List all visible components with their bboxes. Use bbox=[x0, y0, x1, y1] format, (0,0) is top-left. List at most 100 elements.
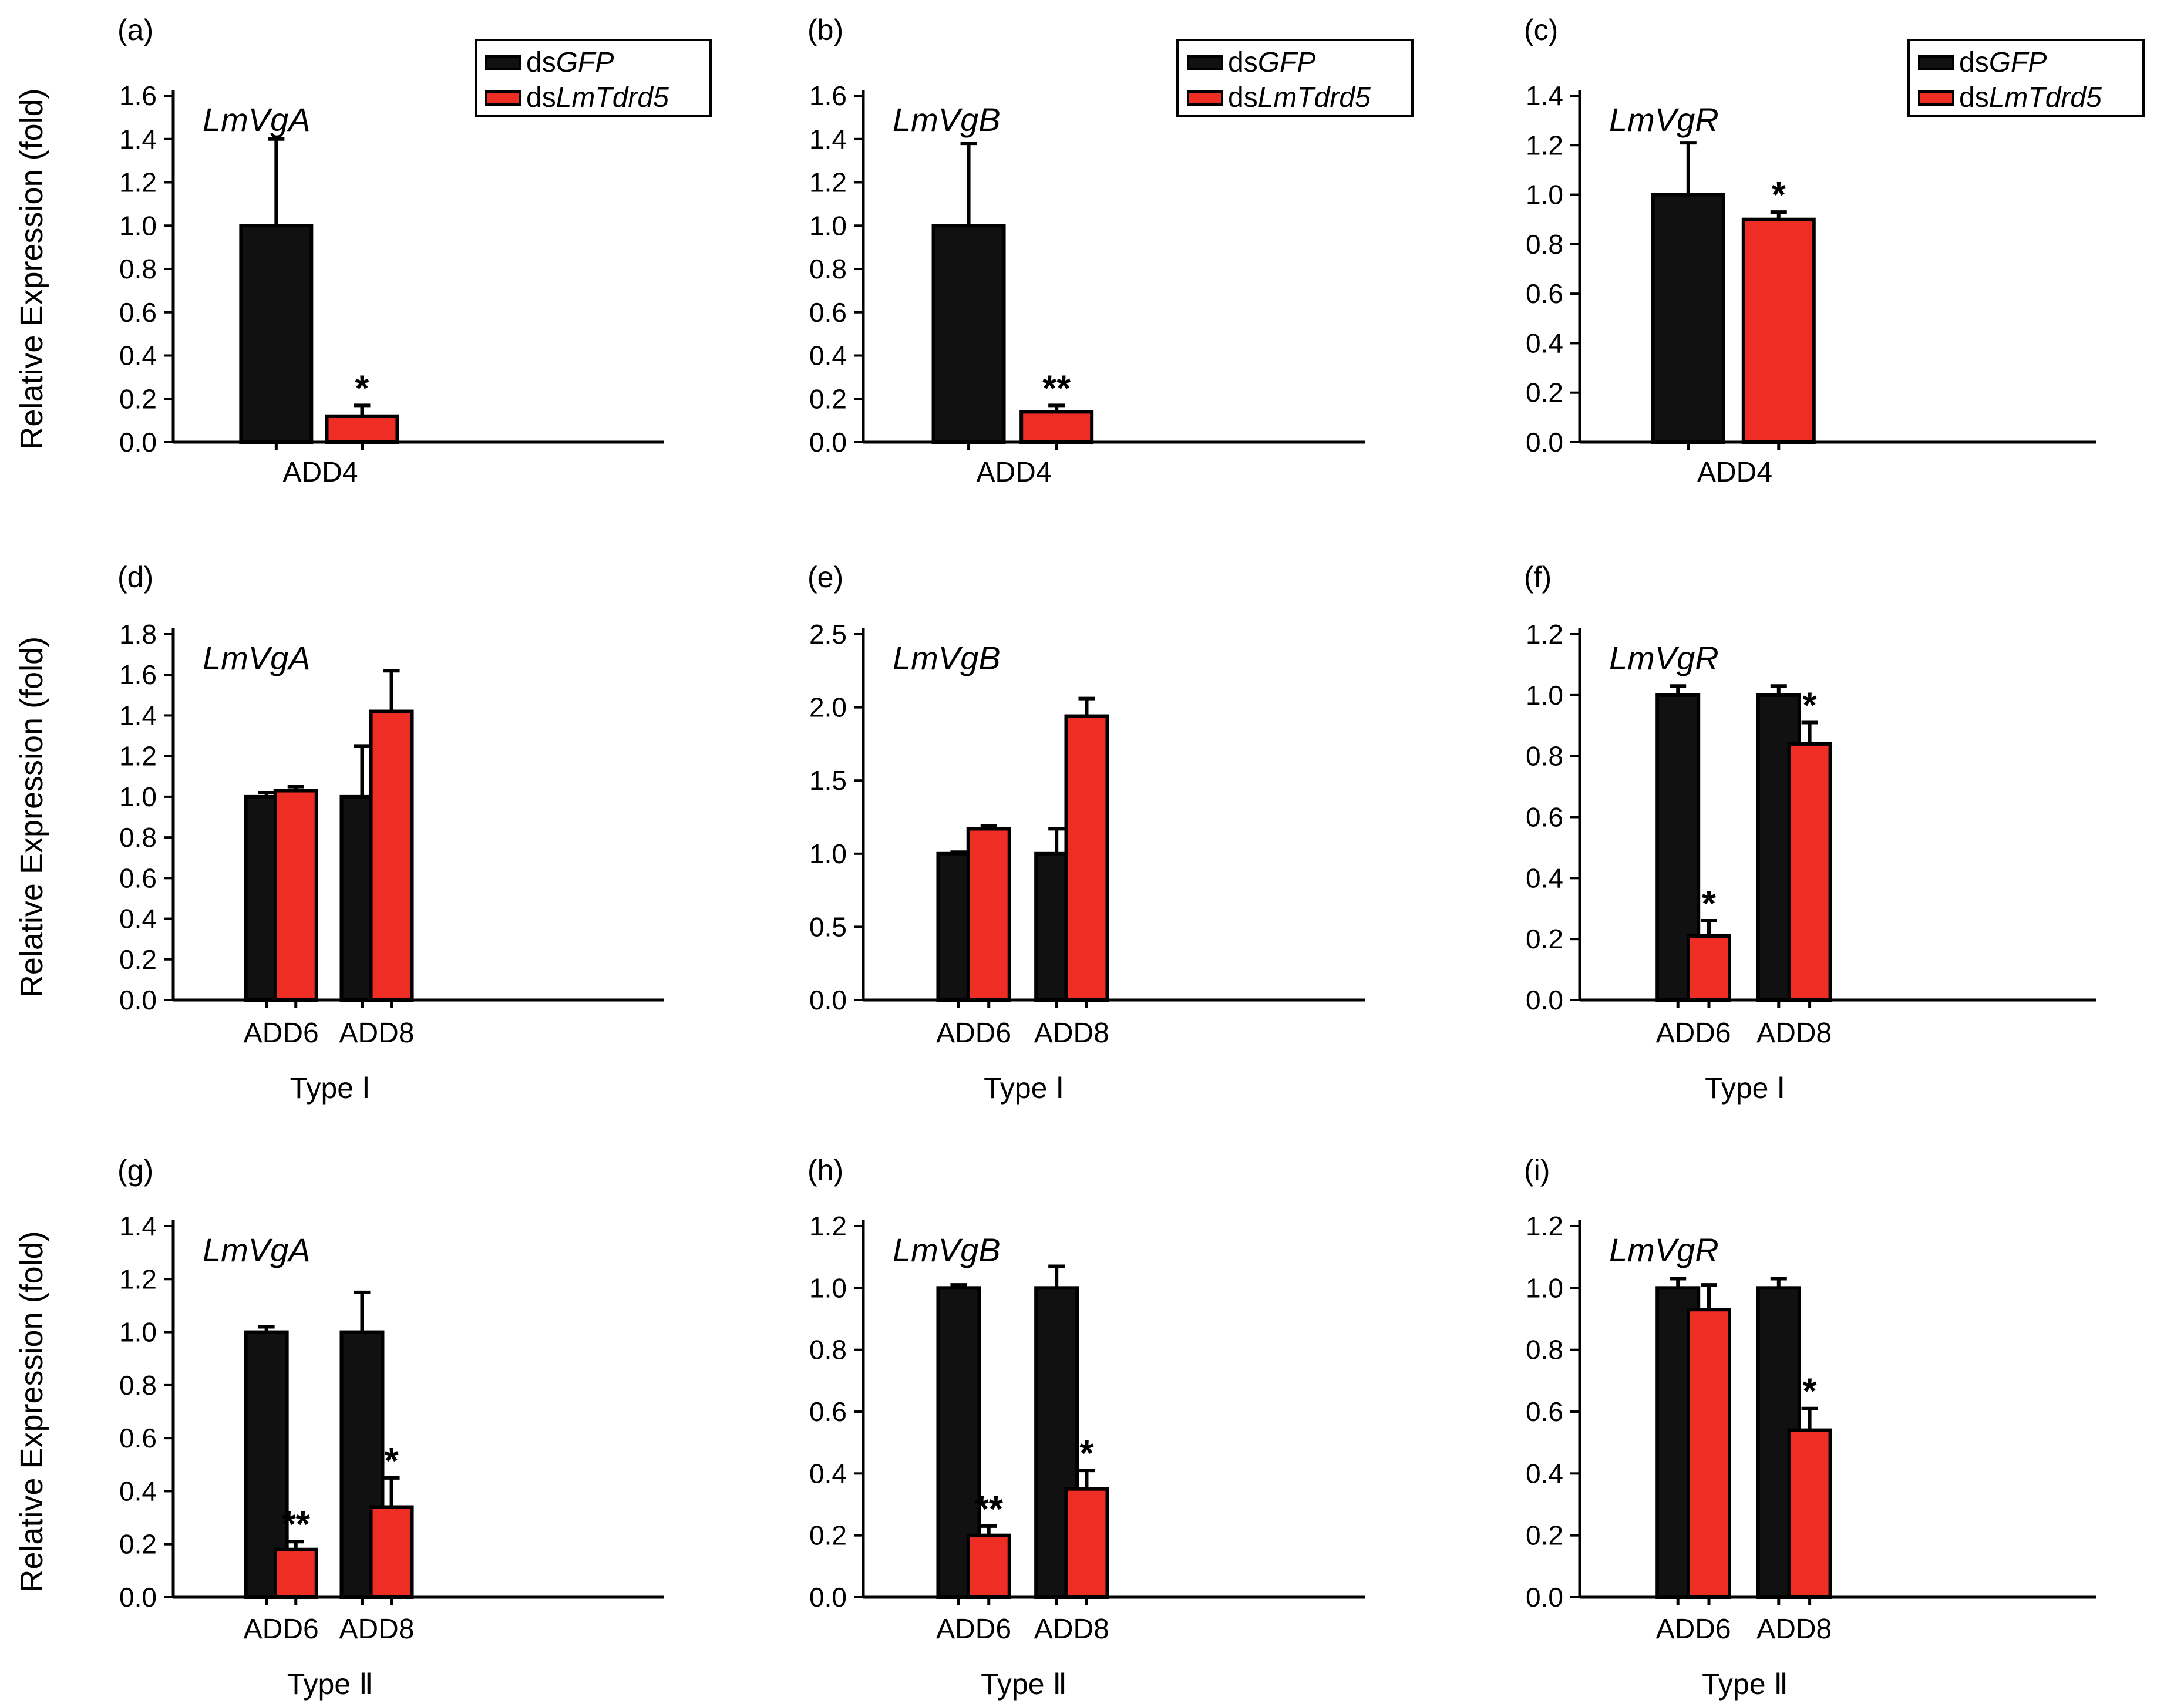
legend-entry: dsLmTdrd5 bbox=[1228, 82, 1371, 113]
y-tick-label: 0.2 bbox=[809, 383, 847, 414]
legend-prefix: ds bbox=[526, 47, 556, 78]
y-tick-label: 0.0 bbox=[1526, 427, 1563, 457]
y-tick-label: 0.8 bbox=[119, 254, 157, 284]
y-tick-label: 0.0 bbox=[1526, 1582, 1563, 1612]
y-tick-label: 0.4 bbox=[1526, 1458, 1563, 1489]
y-tick-label: 1.6 bbox=[119, 659, 157, 690]
significance-mark: * bbox=[1772, 175, 1786, 216]
y-tick-label: 0.2 bbox=[119, 1529, 157, 1560]
y-tick-label: 0.6 bbox=[1526, 1396, 1563, 1427]
significance-mark: * bbox=[1702, 884, 1717, 924]
y-tick-label: 0.4 bbox=[809, 341, 847, 371]
y-tick-label: 1.4 bbox=[1526, 80, 1563, 111]
y-axis-label: Relative Expression (fold) bbox=[14, 88, 49, 449]
legend-prefix: ds bbox=[1228, 82, 1258, 113]
y-tick-label: 0.6 bbox=[119, 297, 157, 328]
category-label: ADD8 bbox=[1756, 1018, 1832, 1049]
bar-dsGFP bbox=[1651, 193, 1725, 444]
y-tick-label: 2.0 bbox=[809, 692, 847, 723]
legend-entry: dsLmTdrd5 bbox=[1959, 82, 2102, 113]
y-tick-label: 0.0 bbox=[1526, 985, 1563, 1015]
bar-dsLmTdrd5 bbox=[369, 1505, 414, 1600]
y-tick-label: 0.8 bbox=[809, 1335, 847, 1365]
y-tick-label: 1.6 bbox=[809, 80, 847, 111]
y-tick-label: 0.6 bbox=[809, 297, 847, 328]
y-tick-label: 0.6 bbox=[809, 1396, 847, 1427]
panel-label: (c) bbox=[1524, 14, 1558, 46]
chart-title: LmVgB bbox=[893, 639, 1001, 676]
y-tick-label: 1.0 bbox=[809, 1272, 847, 1303]
legend-name: LmTdrd5 bbox=[556, 82, 669, 113]
panel-label: (h) bbox=[807, 1154, 843, 1187]
y-tick-label: 1.2 bbox=[1526, 619, 1563, 649]
category-label: ADD6 bbox=[244, 1614, 319, 1645]
y-tick-label: 0.4 bbox=[1526, 328, 1563, 358]
x-group-label: Type Ⅰ bbox=[984, 1072, 1064, 1105]
panel-label: (i) bbox=[1524, 1154, 1550, 1187]
y-tick-label: 1.2 bbox=[809, 1211, 847, 1241]
y-tick-label: 1.2 bbox=[119, 1264, 157, 1294]
y-tick-label: 0.6 bbox=[119, 863, 157, 893]
legend-name: LmTdrd5 bbox=[1258, 82, 1371, 113]
bar-dsLmTdrd5 bbox=[1064, 1487, 1109, 1600]
y-tick-label: 0.0 bbox=[809, 427, 847, 457]
legend-prefix: ds bbox=[1959, 82, 1989, 113]
chart-panel-d: (d) 0.0 0.2 0.4 0.6 0.8 1.0 1.2 1.4 1.6 1.8 Relativ… bbox=[14, 561, 664, 1105]
bar-dsLmTdrd5 bbox=[1787, 742, 1832, 1002]
y-tick-label: 1.4 bbox=[119, 1211, 157, 1241]
chart-panel-a: (a) 0.0 0.2 0.4 0.6 0.8 1.0 1.2 1.4 1.6 Relative E… bbox=[14, 14, 712, 488]
legend-prefix: ds bbox=[1228, 47, 1258, 78]
category-label: ADD4 bbox=[1697, 457, 1772, 488]
bar-dsLmTdrd5 bbox=[369, 709, 414, 1002]
legend-swatch bbox=[1918, 90, 1954, 106]
legend-swatch bbox=[1187, 90, 1223, 106]
significance-mark: * bbox=[1079, 1433, 1094, 1474]
y-tick-label: 0.8 bbox=[1526, 1335, 1563, 1365]
bar-dsLmTdrd5 bbox=[1687, 1308, 1731, 1599]
chart-panel-h: (h) 0.0 0.2 0.4 0.6 0.8 1.0 1.2 LmVgB ** ADD6 * ADD8… bbox=[807, 1154, 1365, 1701]
y-tick-label: 0.4 bbox=[1526, 863, 1563, 893]
legend-prefix: ds bbox=[1959, 47, 1989, 78]
chart-title: LmVgA bbox=[203, 1231, 311, 1268]
y-tick-label: 0.2 bbox=[1526, 924, 1563, 954]
chart-panel-c: (c) 0.0 0.2 0.4 0.6 0.8 1.0 1.2 1.4 LmVgR * ADD4 dsG… bbox=[1524, 14, 2145, 488]
y-tick-label: 1.4 bbox=[809, 124, 847, 154]
panel-label: (g) bbox=[117, 1154, 153, 1187]
significance-mark: * bbox=[355, 368, 369, 409]
panel-label: (b) bbox=[807, 14, 843, 46]
y-tick-label: 1.5 bbox=[809, 765, 847, 796]
y-tick-label: 0.4 bbox=[119, 904, 157, 934]
x-group-label: Type Ⅱ bbox=[287, 1668, 373, 1701]
legend-entry: dsLmTdrd5 bbox=[526, 82, 669, 113]
y-tick-label: 0.5 bbox=[809, 911, 847, 942]
y-tick-label: 1.2 bbox=[809, 167, 847, 198]
y-tick-label: 1.4 bbox=[119, 124, 157, 154]
y-tick-label: 1.0 bbox=[1526, 1272, 1563, 1303]
bar-dsLmTdrd5 bbox=[966, 827, 1011, 1002]
bar-dsLmTdrd5 bbox=[1019, 410, 1094, 444]
category-label: ADD4 bbox=[282, 457, 358, 488]
bar-dsLmTdrd5 bbox=[1787, 1428, 1832, 1600]
y-axis-label: Relative Expression (fold) bbox=[14, 1231, 49, 1592]
y-tick-label: 0.4 bbox=[119, 341, 157, 371]
chart-panel-e: (e) 0.0 0.5 1.0 1.5 2.0 2.5 LmVgB ADD6 ADD8 Type Ⅰ bbox=[807, 561, 1365, 1105]
chart-panel-g: (g) 0.0 0.2 0.4 0.6 0.8 1.0 1.2 1.4 Relative Expr… bbox=[14, 1154, 664, 1701]
legend-entry: dsGFP bbox=[526, 47, 614, 78]
x-group-label: Type Ⅰ bbox=[290, 1072, 371, 1105]
y-axis-label: Relative Expression (fold) bbox=[14, 637, 49, 998]
significance-mark: * bbox=[1803, 686, 1818, 726]
y-tick-label: 2.5 bbox=[809, 619, 847, 649]
category-label: ADD8 bbox=[1034, 1614, 1109, 1645]
chart-panel-f: (f) 0.0 0.2 0.4 0.6 0.8 1.0 1.2 LmVgR * ADD6 * ADD8 T… bbox=[1524, 561, 2096, 1105]
legend-swatch bbox=[485, 55, 521, 70]
chart-title: LmVgA bbox=[203, 101, 311, 138]
y-tick-label: 1.4 bbox=[119, 700, 157, 730]
y-tick-label: 1.2 bbox=[119, 741, 157, 772]
y-tick-label: 0.2 bbox=[119, 944, 157, 975]
bar-dsLmTdrd5 bbox=[325, 414, 399, 444]
y-tick-label: 0.8 bbox=[1526, 741, 1563, 772]
y-tick-label: 0.0 bbox=[809, 985, 847, 1015]
y-tick-label: 1.0 bbox=[119, 782, 157, 812]
chart-title: LmVgA bbox=[203, 639, 311, 676]
